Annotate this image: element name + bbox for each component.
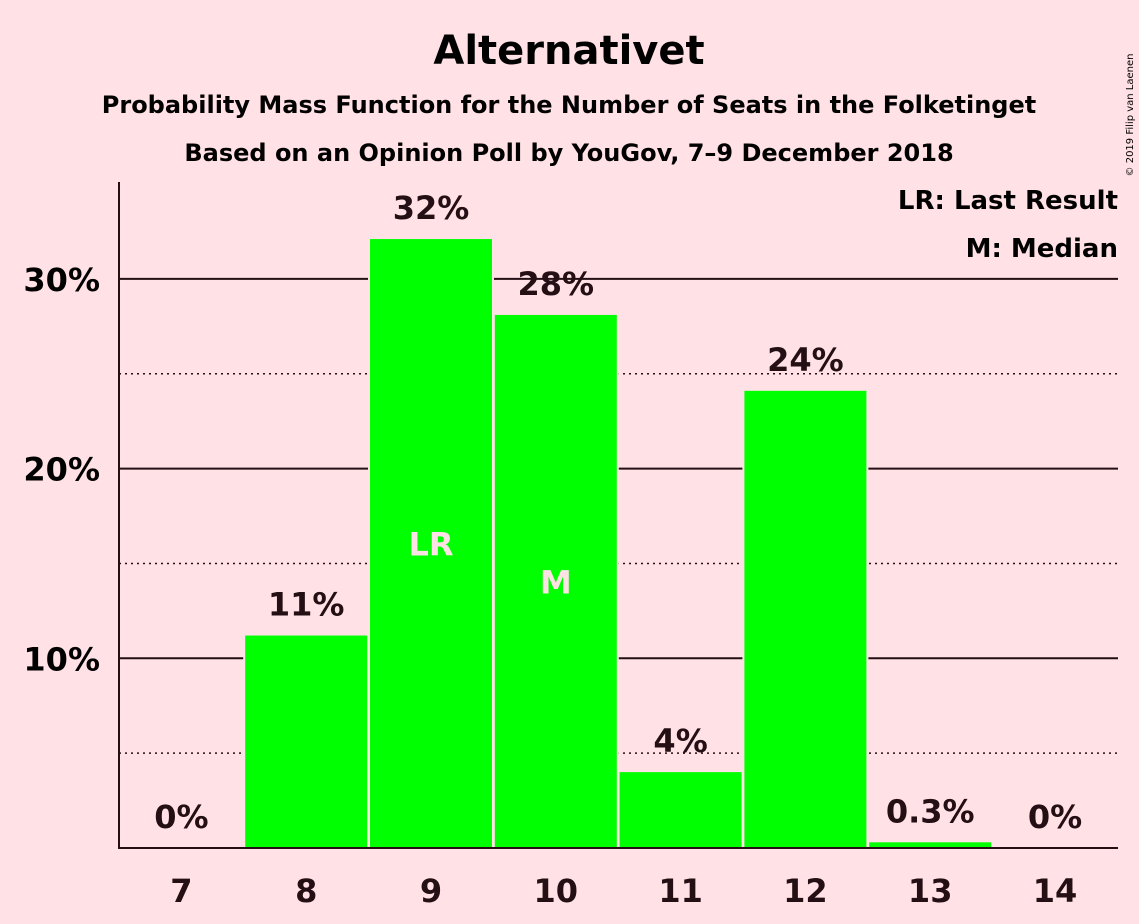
x-tick-label: 8	[295, 872, 317, 910]
chart-source: Based on an Opinion Poll by YouGov, 7–9 …	[184, 139, 953, 167]
labels: 10% 20% 30% 0% 7 11% 8 32% 9 28% 10 4% 11 24% 12 0.3% 13…	[23, 189, 1082, 910]
bar	[869, 842, 992, 848]
value-label: 4%	[653, 722, 707, 760]
value-label: 11%	[268, 586, 345, 624]
bars	[243, 239, 994, 849]
value-label: 24%	[767, 341, 844, 379]
legend-median: M: Median	[966, 234, 1118, 264]
value-label: 32%	[393, 189, 470, 227]
value-label: 0%	[1028, 798, 1082, 836]
bar	[370, 239, 492, 849]
bar-marker-label: LR	[408, 526, 453, 564]
x-tick-label: 14	[1033, 872, 1078, 910]
value-label: 28%	[518, 265, 595, 303]
bar	[619, 772, 742, 848]
y-tick-label: 10%	[23, 640, 100, 678]
value-label: 0.3%	[886, 792, 975, 830]
x-tick-label: 13	[908, 872, 953, 910]
y-tick-label: 30%	[23, 261, 100, 299]
chart-title: Alternativet	[433, 28, 704, 74]
x-tick-label: 11	[658, 872, 703, 910]
y-tick-label: 20%	[23, 451, 100, 489]
bar	[744, 390, 867, 848]
chart-subtitle: Probability Mass Function for the Number…	[102, 91, 1036, 119]
value-label: 0%	[154, 798, 208, 836]
x-tick-label: 10	[534, 872, 579, 910]
copyright-credit: © 2019 Filip van Laenen	[1125, 54, 1136, 177]
bar	[245, 635, 368, 848]
bar-marker-label: M	[540, 563, 572, 601]
bar	[494, 314, 617, 848]
x-tick-label: 9	[420, 872, 442, 910]
legend-last-result: LR: Last Result	[898, 186, 1118, 216]
x-tick-label: 12	[783, 872, 828, 910]
x-tick-label: 7	[170, 872, 192, 910]
